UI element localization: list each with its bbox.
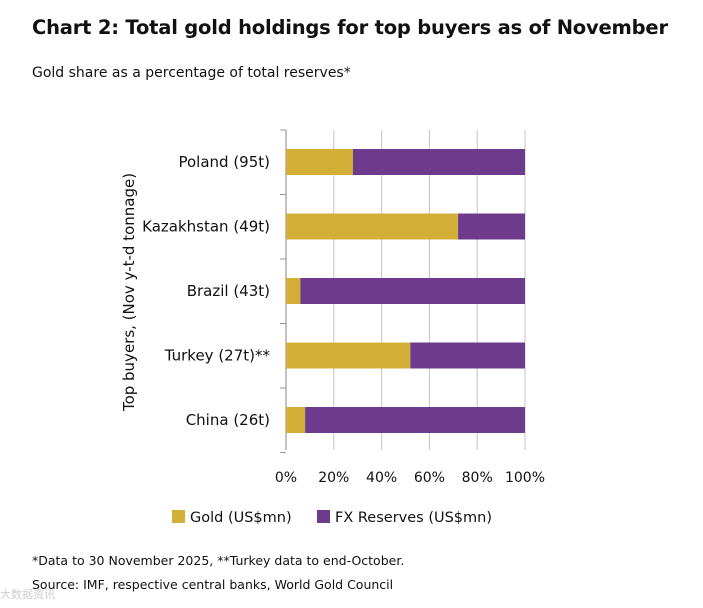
legend-swatch-fx — [317, 510, 330, 523]
footnote: *Data to 30 November 2025, **Turkey data… — [32, 553, 405, 568]
category-label: Brazil (43t) — [187, 282, 270, 300]
x-tick-label: 100% — [505, 470, 545, 486]
category-label: Poland (95t) — [178, 153, 270, 171]
category-label: Turkey (27t)** — [164, 347, 271, 365]
x-tick-label: 40% — [366, 470, 397, 486]
x-tick-label: 0% — [275, 470, 297, 486]
watermark-text: 大数据资讯 — [0, 588, 55, 601]
bar-gold-segment — [286, 342, 411, 369]
bar-gold-segment — [286, 213, 459, 240]
bar-gold-segment — [286, 407, 306, 433]
x-tick-label: 80% — [462, 470, 493, 486]
y-axis-label: Top buyers, (Nov y-t-d tonnage) — [120, 173, 138, 412]
legend-label-gold: Gold (US$mn) — [190, 510, 292, 526]
bar-fx-segment — [352, 149, 525, 175]
chart-title: Chart 2: Total gold holdings for top buy… — [32, 16, 668, 39]
bar-fx-segment — [305, 407, 525, 433]
category-label: China (26t) — [186, 411, 270, 429]
bar-fx-segment — [410, 342, 525, 369]
bar-gold-segment — [286, 278, 301, 304]
legend-label-fx: FX Reserves (US$mn) — [335, 510, 492, 526]
bar-gold-segment — [286, 149, 353, 175]
bar-fx-segment — [458, 213, 525, 240]
x-tick-label: 20% — [318, 470, 349, 486]
source-note: Source: IMF, respective central banks, W… — [32, 577, 394, 592]
bar-fx-segment — [300, 278, 525, 304]
x-tick-label: 60% — [414, 470, 445, 486]
category-label: Kazakhstan (49t) — [142, 218, 270, 236]
chart-subtitle: Gold share as a percentage of total rese… — [32, 65, 351, 81]
legend-swatch-gold — [172, 510, 185, 523]
